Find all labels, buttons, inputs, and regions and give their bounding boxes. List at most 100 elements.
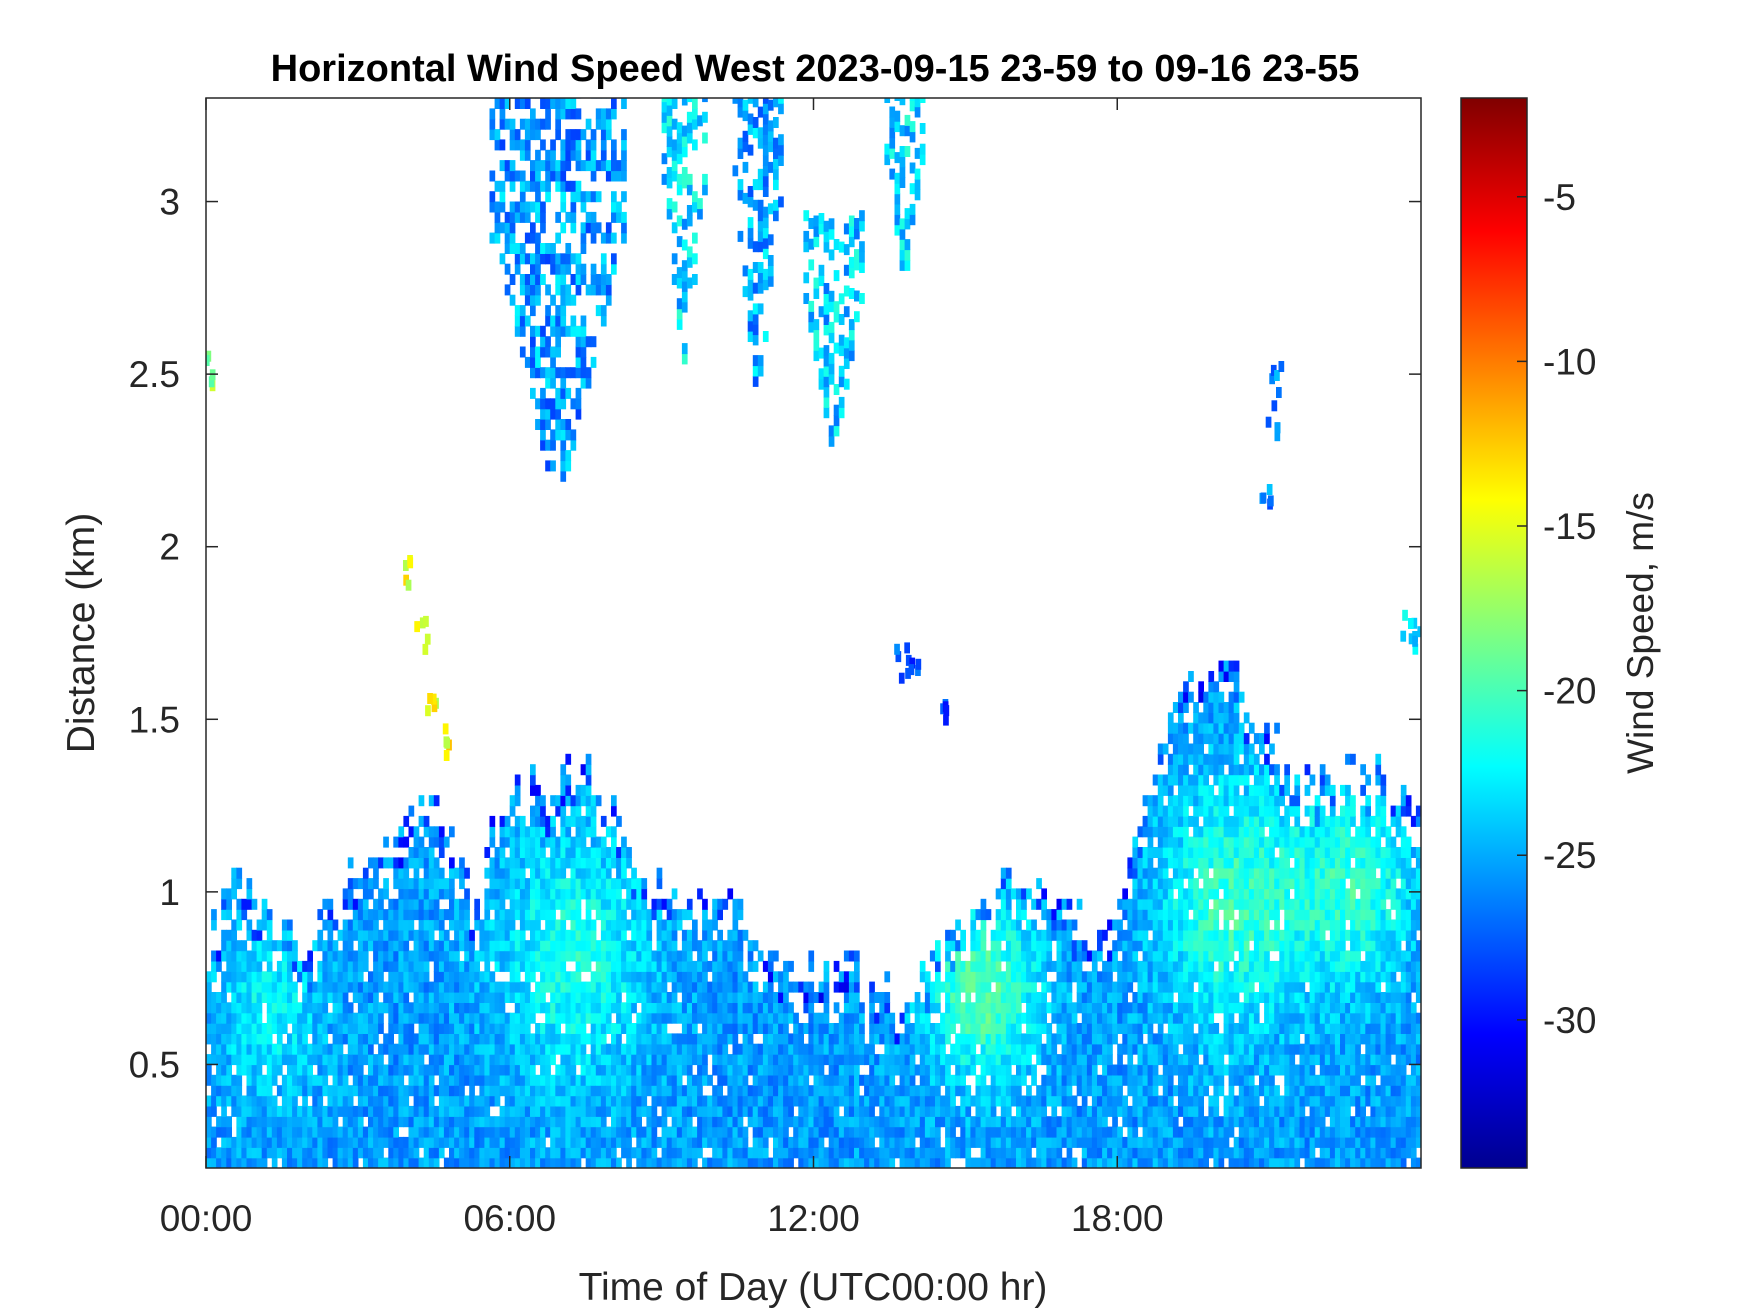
heatmap-cell-4783 (1193, 919, 1199, 931)
heatmap-cell-1961 (575, 981, 582, 993)
heatmap-cell-2870 (752, 1012, 759, 1024)
heatmap-cell-1171 (443, 836, 450, 848)
heatmap-cell-2253 (621, 1023, 627, 1034)
heatmap-cell-289 (266, 960, 273, 972)
heatmap-cell-4339 (1132, 888, 1139, 900)
heatmap-cell-2104 (595, 950, 602, 962)
heatmap-cell-2596 (692, 1105, 698, 1117)
heatmap-cell-1833 (555, 857, 561, 869)
heatmap-cell-3809 (1016, 1116, 1022, 1128)
heatmap-cell-3463 (935, 1105, 941, 1117)
heatmap-cell-4631 (1172, 722, 1179, 734)
heatmap-cell-1878 (565, 1136, 572, 1148)
heatmap-cell-342 (281, 1023, 288, 1034)
heatmap-cell-3924 (1041, 1147, 1047, 1159)
heatmap-cell-1533 (509, 836, 516, 848)
heatmap-cell-3489 (940, 1023, 946, 1034)
heatmap-cell-1608 (524, 1136, 531, 1148)
heatmap-cell-2715 (717, 1002, 723, 1014)
heatmap-cell-2328 (636, 1116, 642, 1128)
heatmap-cell-500 (322, 1085, 329, 1097)
heatmap-cell-2541 (676, 950, 683, 962)
heatmap-cell-3217 (854, 1054, 860, 1066)
heatmap-cell-3848 (1021, 960, 1027, 972)
heatmap-cell-3879 (1031, 1157, 1037, 1168)
heatmap-cell-1461 (499, 929, 506, 941)
heatmap-cell-4109 (1081, 1064, 1088, 1076)
heatmap-cell-4633 (1178, 1157, 1184, 1168)
heatmap-cell-4310 (1127, 919, 1134, 931)
heatmap-cell-509 (322, 992, 329, 1003)
heatmap-cell-4478 (1157, 1147, 1164, 1159)
heatmap-cell-1874 (560, 774, 567, 786)
heatmap-cell-2773 (732, 1126, 739, 1138)
heatmap-cell-2949 (773, 950, 779, 962)
heatmap-cell-2208 (611, 826, 617, 838)
heatmap-cell-1975 (575, 836, 582, 848)
heatmap-cell-4578 (1167, 888, 1174, 900)
heatmap-cell-2964 (778, 1012, 784, 1024)
heatmap-cell-3951 (1046, 1116, 1053, 1128)
heatmap-cell-3990 (1056, 1147, 1063, 1159)
heatmap-cell-2904 (762, 1043, 769, 1055)
heatmap-cell-3706 (995, 1095, 1002, 1107)
heatmap-cell-400 (297, 1126, 303, 1138)
heatmap-cell-1265 (464, 1064, 470, 1076)
heatmap-cell-2954 (778, 1116, 784, 1128)
heatmap-cell-4232 (1112, 1074, 1118, 1086)
heatmap-cell-3760 (1005, 1085, 1012, 1097)
heatmap-cell-3126 (828, 1095, 835, 1107)
heatmap-cell-3979 (1051, 1043, 1058, 1055)
heatmap-cell-1489 (504, 981, 511, 993)
heatmap-cell-2112 (595, 847, 602, 858)
heatmap-cell-911 (403, 1023, 410, 1034)
heatmap-cell-3156 (838, 1095, 845, 1107)
heatmap-cell-2090 (595, 1095, 602, 1107)
heatmap-cell-2984 (783, 1002, 789, 1014)
heatmap-cell-1432 (494, 929, 501, 941)
heatmap-cell-1470 (499, 836, 506, 848)
heatmap-cell-3914 (1036, 1002, 1042, 1014)
heatmap-cell-1727 (540, 940, 546, 952)
heatmap-cell-70 (221, 992, 227, 1003)
heatmap-cell-3770 (1005, 981, 1012, 993)
heatmap-cell-1426 (494, 1002, 501, 1014)
heatmap-cell-1051 (423, 847, 430, 858)
heatmap-cell-220 (251, 971, 258, 983)
heatmap-cell-1518 (509, 992, 516, 1003)
heatmap-cell-3307 (884, 1085, 891, 1097)
heatmap-cell-4596 (1172, 1136, 1179, 1148)
heatmap-cell-2637 (702, 1116, 708, 1128)
heatmap-cell-204 (251, 1136, 258, 1148)
heatmap-cell-315 (276, 1126, 283, 1138)
heatmap-cell-163 (241, 1043, 248, 1055)
heatmap-cell-2844 (747, 1085, 754, 1097)
heatmap-cell-4739 (1188, 981, 1194, 993)
heatmap-cell-895 (398, 878, 405, 890)
heatmap-cell-433 (302, 960, 308, 972)
heatmap-cell-131 (236, 1116, 243, 1128)
heatmap-cell-307 (271, 1012, 278, 1024)
heatmap-cell-942 (408, 1023, 415, 1034)
heatmap-cell-1054 (428, 1157, 435, 1168)
heatmap-cell-3477 (935, 950, 941, 962)
heatmap-cell-2725 (722, 1157, 729, 1168)
heatmap-cell-4792 (1193, 815, 1199, 827)
heatmap-cell-4110 (1081, 1054, 1088, 1066)
heatmap-cell-2111 (595, 857, 602, 869)
heatmap-cell-2245 (621, 1116, 627, 1128)
heatmap-cell-4969 (1213, 753, 1220, 765)
heatmap-cell-893 (398, 898, 405, 910)
heatmap-cell-3410 (919, 1085, 926, 1097)
heatmap-cell-3644 (980, 1033, 987, 1045)
heatmap-cell-3197 (848, 1054, 855, 1066)
heatmap-cell-1444 (499, 1126, 506, 1138)
heatmap-cell-3618 (975, 1074, 982, 1086)
heatmap-cell-4171 (1097, 1043, 1103, 1055)
heatmap-cell-4735 (1188, 1023, 1194, 1034)
heatmap-cell-479 (317, 1074, 324, 1086)
heatmap-cell-3591 (970, 1157, 977, 1168)
heatmap-cell-3044 (803, 1054, 810, 1066)
heatmap-cell-2924 (767, 1012, 774, 1024)
heatmap-cell-1288 (469, 1116, 475, 1128)
